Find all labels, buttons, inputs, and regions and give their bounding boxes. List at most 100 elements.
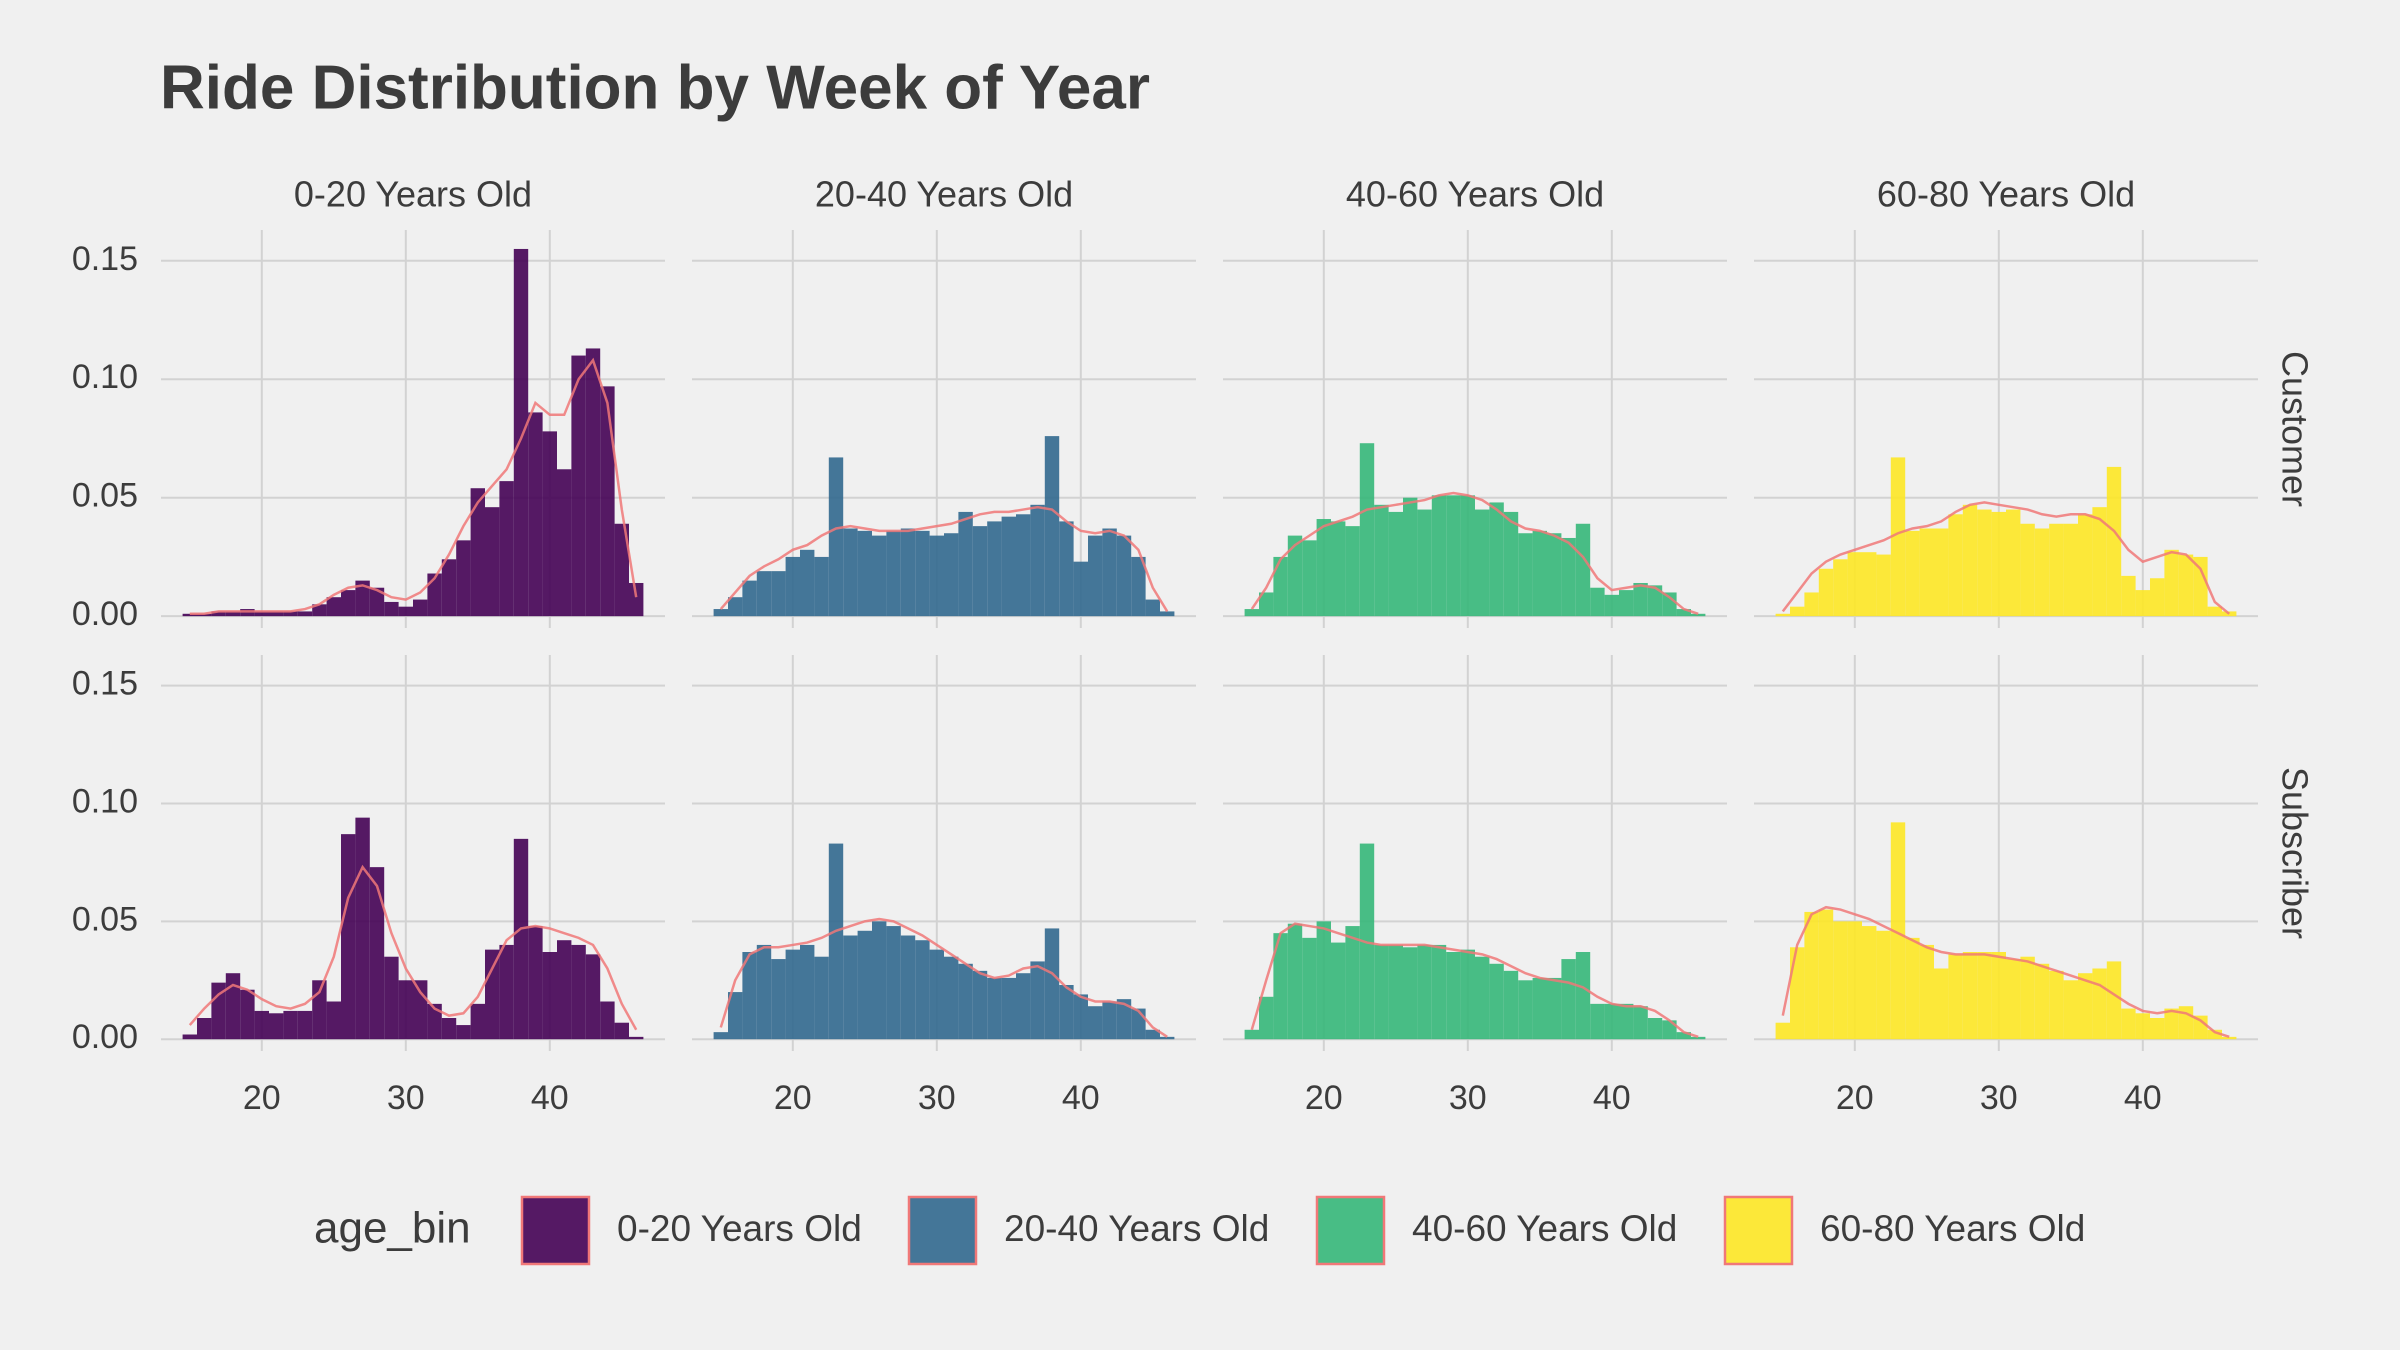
bar	[1273, 556, 1288, 617]
bar	[485, 949, 500, 1040]
x-tick-label: 30	[918, 1079, 956, 1117]
bar	[1102, 528, 1117, 617]
bar	[1833, 921, 1848, 1040]
bar	[614, 1022, 629, 1040]
bar	[1016, 514, 1031, 617]
bar	[944, 956, 959, 1040]
bar	[828, 843, 844, 1040]
bar	[1131, 556, 1146, 617]
bar	[2164, 1008, 2179, 1040]
bar	[557, 940, 572, 1040]
bar	[297, 1010, 313, 1040]
bar	[728, 597, 743, 617]
density-line	[719, 505, 1169, 613]
bar	[1116, 535, 1132, 617]
bar	[2063, 523, 2078, 617]
bar	[771, 959, 786, 1040]
bar	[585, 348, 601, 617]
bar	[2034, 528, 2050, 617]
bar	[211, 611, 226, 617]
bar	[614, 523, 629, 617]
bar	[571, 355, 586, 617]
bar	[713, 609, 728, 617]
bar	[756, 571, 772, 617]
bar	[1862, 552, 1877, 617]
bar	[269, 1013, 284, 1040]
bar	[542, 431, 557, 617]
bar	[2092, 968, 2107, 1040]
bar	[413, 980, 428, 1040]
x-tick-label: 30	[1449, 1079, 1487, 1117]
bar	[2006, 959, 2021, 1040]
y-tick-label: 0.15	[72, 665, 138, 703]
density-line	[189, 357, 638, 616]
bar	[900, 528, 916, 617]
bar	[958, 963, 973, 1040]
bar	[341, 590, 356, 617]
bar	[2178, 554, 2194, 617]
bar	[1145, 599, 1160, 617]
bar	[1804, 592, 1819, 617]
bar	[1417, 944, 1432, 1040]
bar	[1073, 561, 1088, 617]
bar	[1073, 994, 1088, 1040]
bar	[1518, 533, 1533, 617]
bar	[1676, 1032, 1691, 1040]
bar	[1847, 921, 1862, 1040]
bar	[958, 511, 973, 617]
y-tick-label: 0.05	[72, 477, 138, 515]
bar	[2222, 1036, 2237, 1040]
bar	[312, 604, 327, 617]
bar	[1088, 1006, 1103, 1040]
bar	[2106, 961, 2122, 1040]
bar	[1160, 1036, 1175, 1040]
bar	[2207, 1029, 2222, 1040]
x-tick-label: 40	[2124, 1079, 2162, 1117]
bar	[1604, 1003, 1619, 1040]
y-tick-label: 0.15	[72, 240, 138, 278]
bar	[843, 528, 858, 617]
bar	[1790, 947, 1805, 1040]
bar	[800, 944, 815, 1040]
bar	[1833, 559, 1848, 617]
bar	[1059, 521, 1074, 617]
bar	[1962, 504, 1978, 617]
bar	[2020, 956, 2035, 1040]
bar	[1489, 502, 1504, 617]
bar	[398, 606, 413, 617]
bar	[1991, 952, 2006, 1040]
bar	[384, 601, 399, 617]
bar	[1001, 516, 1016, 617]
bar	[441, 559, 457, 617]
density-line	[1781, 501, 2230, 615]
bar	[629, 582, 644, 617]
bar	[1977, 509, 1992, 617]
x-tick-label: 20	[1836, 1079, 1874, 1117]
bar	[1818, 909, 1834, 1040]
bar	[872, 921, 887, 1040]
y-tick-label: 0.10	[72, 358, 138, 396]
bar	[1977, 952, 1992, 1040]
bar	[728, 992, 743, 1040]
bar	[1876, 554, 1891, 617]
bar	[857, 530, 872, 617]
bar	[2006, 509, 2021, 617]
bar	[384, 956, 399, 1040]
bar	[1890, 822, 1906, 1040]
bar	[1905, 937, 1920, 1040]
bar	[2135, 1013, 2150, 1040]
bar	[1561, 959, 1576, 1040]
bar	[1818, 568, 1834, 617]
bar	[1790, 606, 1805, 617]
chart-title: Ride Distribution by Week of Year	[160, 53, 1150, 122]
legend-label: 40-60 Years Old	[1412, 1208, 1677, 1249]
bar	[929, 949, 944, 1040]
bar	[1604, 594, 1619, 617]
bar	[1016, 973, 1031, 1040]
bar	[528, 412, 543, 617]
bar	[771, 571, 786, 617]
x-tick-label: 20	[774, 1079, 812, 1117]
bar	[1030, 504, 1045, 617]
bar	[1287, 535, 1303, 617]
